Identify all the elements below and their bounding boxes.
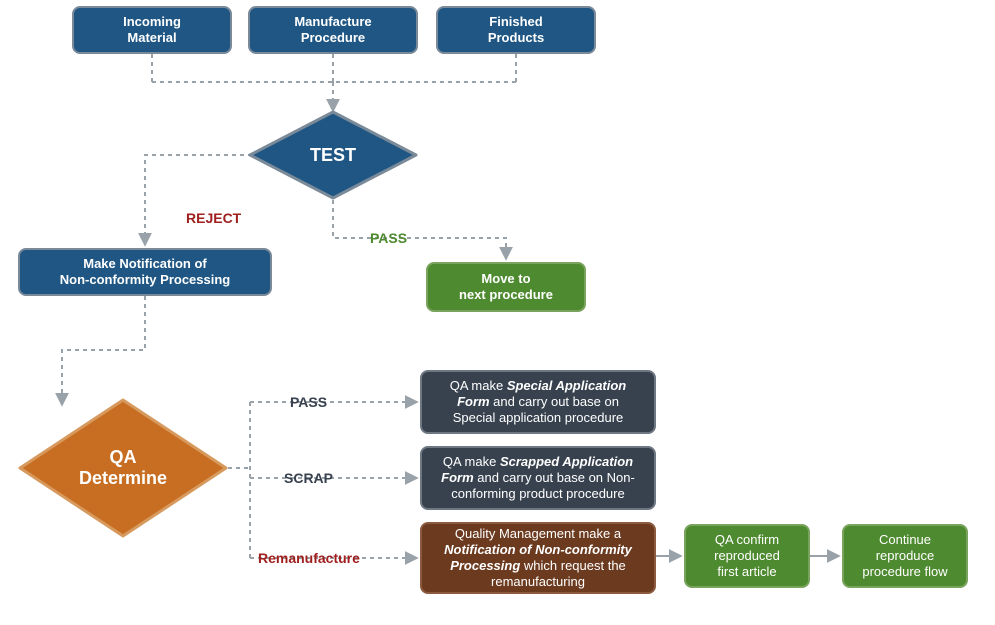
node-qa-pass-box: QA make Special ApplicationForm and carr… (420, 370, 656, 434)
node-qa-remanufacture-box: Quality Management make aNotification of… (420, 522, 656, 594)
label-pass-2: PASS (290, 394, 327, 410)
node-move-next: Move tonext procedure (426, 262, 586, 312)
node-qa-confirm: QA confirmreproducedfirst article (684, 524, 810, 588)
label-scrap: SCRAP (284, 470, 333, 486)
label-reject: REJECT (186, 210, 241, 226)
edge-notify-down (62, 296, 145, 404)
node-manufacture-procedure: ManufactureProcedure (248, 6, 418, 54)
node-make-notification: Make Notification ofNon-conformity Proce… (18, 248, 272, 296)
node-finished-products: FinishedProducts (436, 6, 596, 54)
node-qa-determine-decision: QADetermine (18, 398, 228, 538)
label-remanufacture: Remanufacture (258, 550, 360, 566)
edge-test-pass (333, 200, 506, 258)
test-label: TEST (310, 145, 356, 165)
node-continue-flow: Continuereproduceprocedure flow (842, 524, 968, 588)
node-qa-scrap-box: QA make Scrapped ApplicationForm and car… (420, 446, 656, 510)
node-incoming-material: IncomingMaterial (72, 6, 232, 54)
qa-determine-label: QADetermine (79, 447, 167, 488)
label-pass-1: PASS (370, 230, 407, 246)
edge-test-reject (145, 155, 260, 244)
node-test-decision: TEST (248, 110, 418, 200)
